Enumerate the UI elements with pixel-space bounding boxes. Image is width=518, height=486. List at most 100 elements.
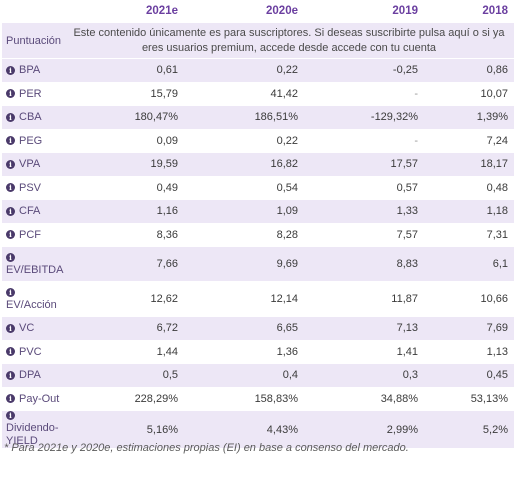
table-cell: 0,3 <box>304 363 424 387</box>
row-label: i EV/Acción <box>2 281 64 317</box>
row-label-text: BPA <box>19 64 41 77</box>
row-label: i EV/EBITDA <box>2 246 64 282</box>
info-icon[interactable]: i <box>6 136 15 146</box>
info-icon[interactable]: i <box>6 65 15 75</box>
table-cell: -0,25 <box>304 58 424 82</box>
info-icon[interactable]: i <box>6 183 15 193</box>
table-cell: 2,99% <box>304 410 424 448</box>
row-label: i PEG <box>2 128 64 153</box>
table-row: i EV/Acción 12,62 12,14 11,87 10,66 <box>2 281 514 317</box>
table-cell: 11,87 <box>304 281 424 317</box>
table-cell: 0,22 <box>184 128 304 153</box>
info-icon[interactable]: i <box>6 323 15 333</box>
column-header: 2019 <box>304 0 424 23</box>
subscriber-row: Puntuación Este contenido únicamente es … <box>2 22 514 59</box>
footnote: * Para 2021e y 2020e, estimaciones propi… <box>4 442 409 454</box>
info-icon[interactable]: i <box>6 206 15 216</box>
table-cell: 1,36 <box>184 339 304 364</box>
table-cell: 12,14 <box>184 281 304 317</box>
ratios-table: 2021e 2020e 2019 2018 Puntuación Este co… <box>2 0 514 448</box>
row-label-text: PVC <box>19 345 42 358</box>
row-label-text: DPA <box>19 369 41 382</box>
table-cell: 7,24 <box>424 128 514 153</box>
row-label: i PVC <box>2 339 64 364</box>
info-icon[interactable]: i <box>6 112 15 122</box>
table-cell: 0,4 <box>184 363 304 387</box>
table-cell: 186,51% <box>184 105 304 129</box>
info-icon[interactable]: i <box>6 287 15 297</box>
table-cell: 0,22 <box>184 58 304 82</box>
table-cell: 7,13 <box>304 316 424 340</box>
table-row: i EV/EBITDA 7,66 9,69 8,83 6,1 <box>2 246 514 282</box>
table-cell: 6,72 <box>64 316 184 340</box>
table-cell: 16,82 <box>184 152 304 176</box>
row-label-text: PCF <box>19 228 41 241</box>
table-cell: 34,88% <box>304 386 424 411</box>
info-icon[interactable]: i <box>6 252 15 262</box>
table-cell: 9,69 <box>184 246 304 282</box>
table-cell: 0,57 <box>304 175 424 200</box>
table-cell: 17,57 <box>304 152 424 176</box>
table-cell: -129,32% <box>304 105 424 129</box>
row-label-text: Pay-Out <box>19 392 60 405</box>
row-label-text: VPA <box>19 158 41 171</box>
table-row: i CFA 1,16 1,09 1,33 1,18 <box>2 199 514 223</box>
row-label-text: CFA <box>19 205 41 218</box>
table-row: i PSV 0,49 0,54 0,57 0,48 <box>2 175 514 200</box>
row-label-text: PEG <box>19 134 43 147</box>
table-cell: 8,83 <box>304 246 424 282</box>
table-cell: 1,33 <box>304 199 424 223</box>
info-icon[interactable]: i <box>6 370 15 380</box>
table-cell: 5,2% <box>424 410 514 448</box>
table-cell: 8,28 <box>184 222 304 247</box>
table-row: i PCF 8,36 8,28 7,57 7,31 <box>2 222 514 247</box>
table-cell: 0,45 <box>424 363 514 387</box>
subscriber-message[interactable]: Este contenido únicamente es para suscri… <box>64 22 514 59</box>
header-row: 2021e 2020e 2019 2018 <box>2 0 514 23</box>
table-cell: 19,59 <box>64 152 184 176</box>
column-header: 2018 <box>424 0 514 23</box>
table-cell: 15,79 <box>64 81 184 106</box>
table-row: i PER 15,79 41,42-10,07 <box>2 81 514 106</box>
info-icon[interactable]: i <box>6 230 15 240</box>
table-row: i PVC 1,44 1,36 1,41 1,13 <box>2 339 514 364</box>
header-empty <box>2 0 64 23</box>
row-label: i BPA <box>2 58 64 82</box>
column-header: 2020e <box>184 0 304 23</box>
row-label-text: PSV <box>19 181 42 194</box>
row-label: i VPA <box>2 152 64 176</box>
row-label: Puntuación <box>2 22 64 59</box>
row-label: i CBA <box>2 105 64 129</box>
table-cell: 0,54 <box>184 175 304 200</box>
row-label: i Dividendo-YIELD <box>2 410 64 448</box>
row-label: i Pay-Out <box>2 386 64 411</box>
table-cell: 41,42 <box>184 81 304 106</box>
table-cell: 7,69 <box>424 316 514 340</box>
row-label: i PCF <box>2 222 64 247</box>
table-cell: 158,83% <box>184 386 304 411</box>
table-cell: 7,57 <box>304 222 424 247</box>
table-cell: 1,39% <box>424 105 514 129</box>
info-icon[interactable]: i <box>6 347 15 357</box>
row-label: i DPA <box>2 363 64 387</box>
table-cell: 18,17 <box>424 152 514 176</box>
info-icon[interactable]: i <box>6 411 15 420</box>
row-label-text: EV/Acción <box>6 298 57 311</box>
table-cell: 180,47% <box>64 105 184 129</box>
table-row: i Dividendo-YIELD 5,16% 4,43% 2,99% 5,2% <box>2 410 514 448</box>
table-row: i DPA 0,5 0,4 0,3 0,45 <box>2 363 514 387</box>
info-icon[interactable]: i <box>6 394 15 404</box>
table-cell: 228,29% <box>64 386 184 411</box>
table-cell: 7,31 <box>424 222 514 247</box>
table-cell: 0,09 <box>64 128 184 153</box>
table-cell: 10,07 <box>424 81 514 106</box>
table-cell: 0,61 <box>64 58 184 82</box>
info-icon[interactable]: i <box>6 89 15 99</box>
table-cell: 4,43% <box>184 410 304 448</box>
row-label-text: CBA <box>19 111 42 124</box>
table-cell: 6,1 <box>424 246 514 282</box>
table-cell: 1,18 <box>424 199 514 223</box>
table-cell: 12,62 <box>64 281 184 317</box>
info-icon[interactable]: i <box>6 159 15 169</box>
